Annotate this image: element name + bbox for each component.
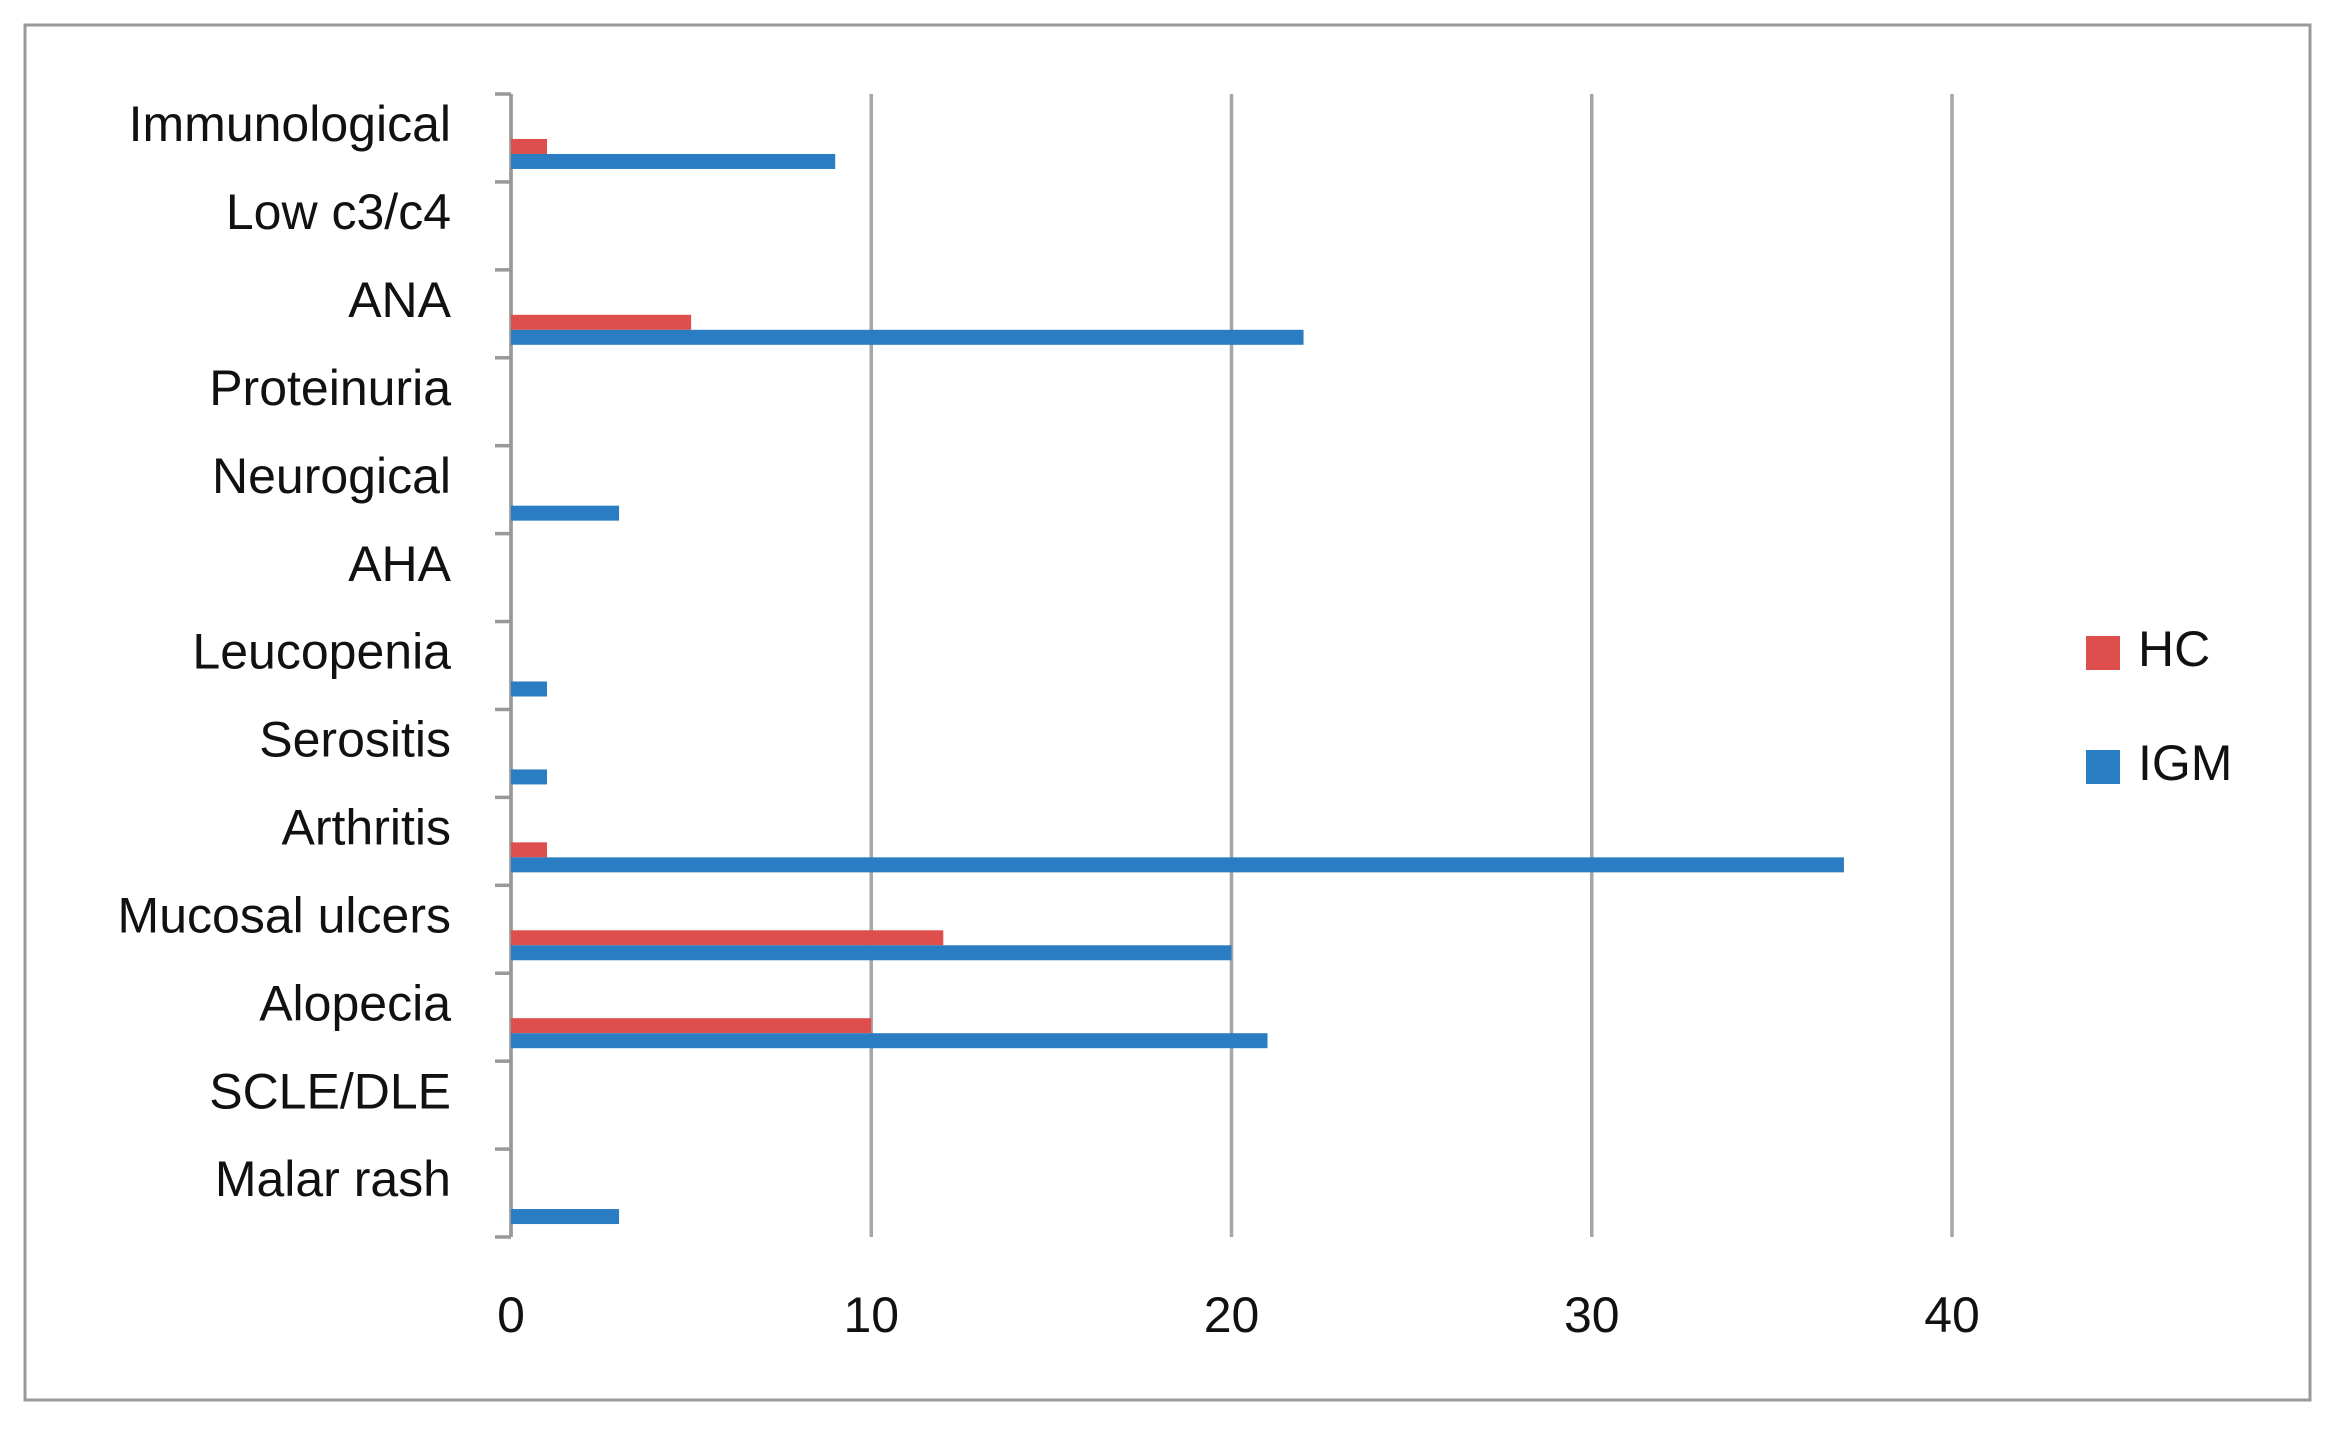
y-tick-label: Alopecia xyxy=(259,975,451,1031)
y-tick-label: Proteinuria xyxy=(209,360,451,416)
y-tick-label: Low c3/c4 xyxy=(226,184,451,240)
bar xyxy=(511,314,692,330)
y-tick-label: Leucopenia xyxy=(192,624,451,680)
bar xyxy=(511,1033,1268,1049)
bar xyxy=(511,1209,620,1225)
bar xyxy=(511,505,620,521)
bar xyxy=(511,842,548,858)
bar xyxy=(511,681,548,697)
bar xyxy=(511,857,1844,873)
bar xyxy=(511,329,1304,345)
y-tick-label: Immunological xyxy=(129,96,451,152)
y-tick-label: ANA xyxy=(348,272,451,328)
y-tick-label: Malar rash xyxy=(215,1151,451,1207)
x-tick-label: 40 xyxy=(1924,1287,1980,1343)
y-tick-label: AHA xyxy=(348,536,451,592)
x-tick-label: 20 xyxy=(1204,1287,1260,1343)
bar xyxy=(511,930,944,946)
legend-swatch xyxy=(2086,636,2120,670)
bar xyxy=(511,769,548,785)
bar xyxy=(511,138,548,154)
bar xyxy=(511,945,1232,961)
legend-label: HC xyxy=(2138,621,2210,677)
x-tick-label: 30 xyxy=(1564,1287,1620,1343)
y-tick-label: Mucosal ulcers xyxy=(118,887,451,943)
chart-border xyxy=(23,23,2312,1402)
y-tick-label: Serositis xyxy=(259,712,451,768)
x-tick-label: 10 xyxy=(843,1287,899,1343)
legend-swatch xyxy=(2086,750,2120,784)
legend-label: IGM xyxy=(2138,735,2232,791)
y-tick-label: Neurogical xyxy=(212,448,451,504)
bar xyxy=(511,153,836,169)
y-tick-label: Arthritis xyxy=(282,800,451,856)
y-tick-label: SCLE/DLE xyxy=(209,1063,451,1119)
bar xyxy=(511,1018,872,1034)
x-tick-label: 0 xyxy=(497,1287,525,1343)
